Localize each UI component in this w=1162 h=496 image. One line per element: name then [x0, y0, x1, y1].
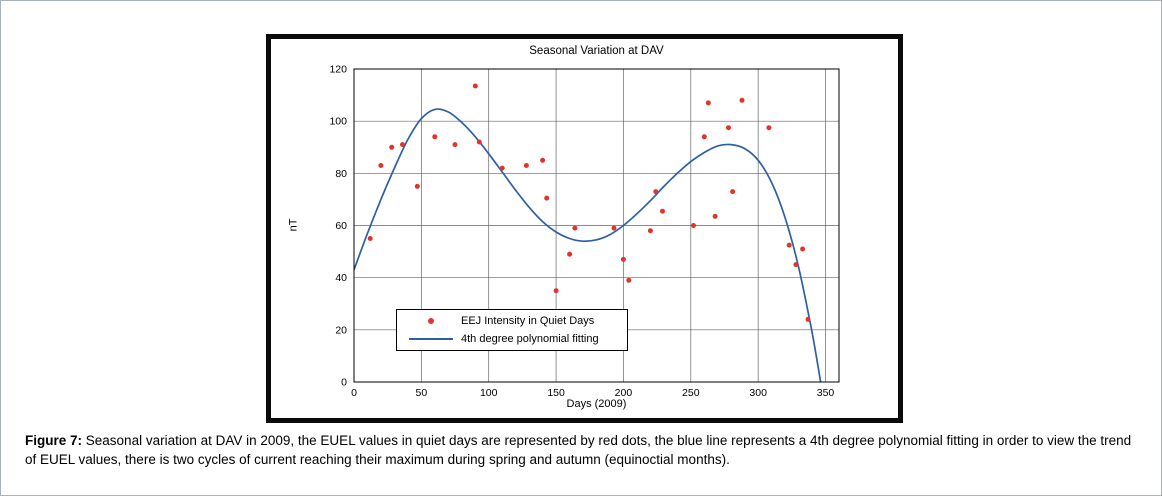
legend-dot-marker [407, 317, 455, 324]
y-tick-label: 80 [335, 168, 347, 180]
x-tick-label: 200 [615, 387, 633, 399]
x-tick-label: 300 [749, 387, 767, 399]
y-tick-label: 40 [335, 272, 347, 284]
chart-legend: EEJ Intensity in Quiet Days 4th degree p… [396, 309, 628, 351]
x-tick-label: 350 [817, 387, 835, 399]
x-tick-label: 50 [416, 387, 428, 399]
figure-caption: Figure 7: Seasonal variation at DAV in 2… [25, 432, 1139, 469]
red-dot-icon [428, 317, 434, 324]
x-tick-label: 0 [351, 387, 357, 399]
blue-line-icon [409, 338, 453, 341]
legend-label-fit: 4th degree polynomial fitting [461, 333, 599, 346]
chart-title: Seasonal Variation at DAV [529, 45, 664, 57]
figure-caption-label: Figure 7: [25, 433, 83, 448]
figure-frame: 0 50 100 150 200 250 300 350 0 20 40 60 80 100 120 Sea… [266, 34, 903, 423]
scatter-points [367, 83, 811, 322]
legend-label-scatter: EEJ Intensity in Quiet Days [461, 314, 595, 327]
legend-item-scatter: EEJ Intensity in Quiet Days [407, 313, 627, 329]
fit-curve [354, 108, 822, 382]
y-tick-label: 120 [329, 64, 347, 76]
y-tick-label: 60 [335, 220, 347, 232]
legend-line-marker [407, 338, 455, 341]
y-tick-label: 0 [341, 377, 347, 389]
y-tick-label: 20 [335, 324, 347, 336]
x-tick-label: 250 [682, 387, 700, 399]
y-axis-label: nT [287, 218, 300, 232]
x-tick-label: 100 [480, 387, 498, 399]
plot-border [353, 68, 840, 383]
x-axis-label: Days (2009) [566, 398, 627, 410]
figure-caption-text: Seasonal variation at DAV in 2009, the E… [25, 433, 1132, 467]
x-tick-label: 150 [547, 387, 565, 399]
chart-canvas: 0 50 100 150 200 250 300 350 0 20 40 60 80 100 120 [329, 64, 840, 400]
tick-labels: 0 50 100 150 200 250 300 350 0 20 40 60 80 100 120 [329, 64, 834, 400]
y-tick-label: 100 [329, 116, 347, 128]
legend-item-fit: 4th degree polynomial fitting [407, 331, 627, 347]
